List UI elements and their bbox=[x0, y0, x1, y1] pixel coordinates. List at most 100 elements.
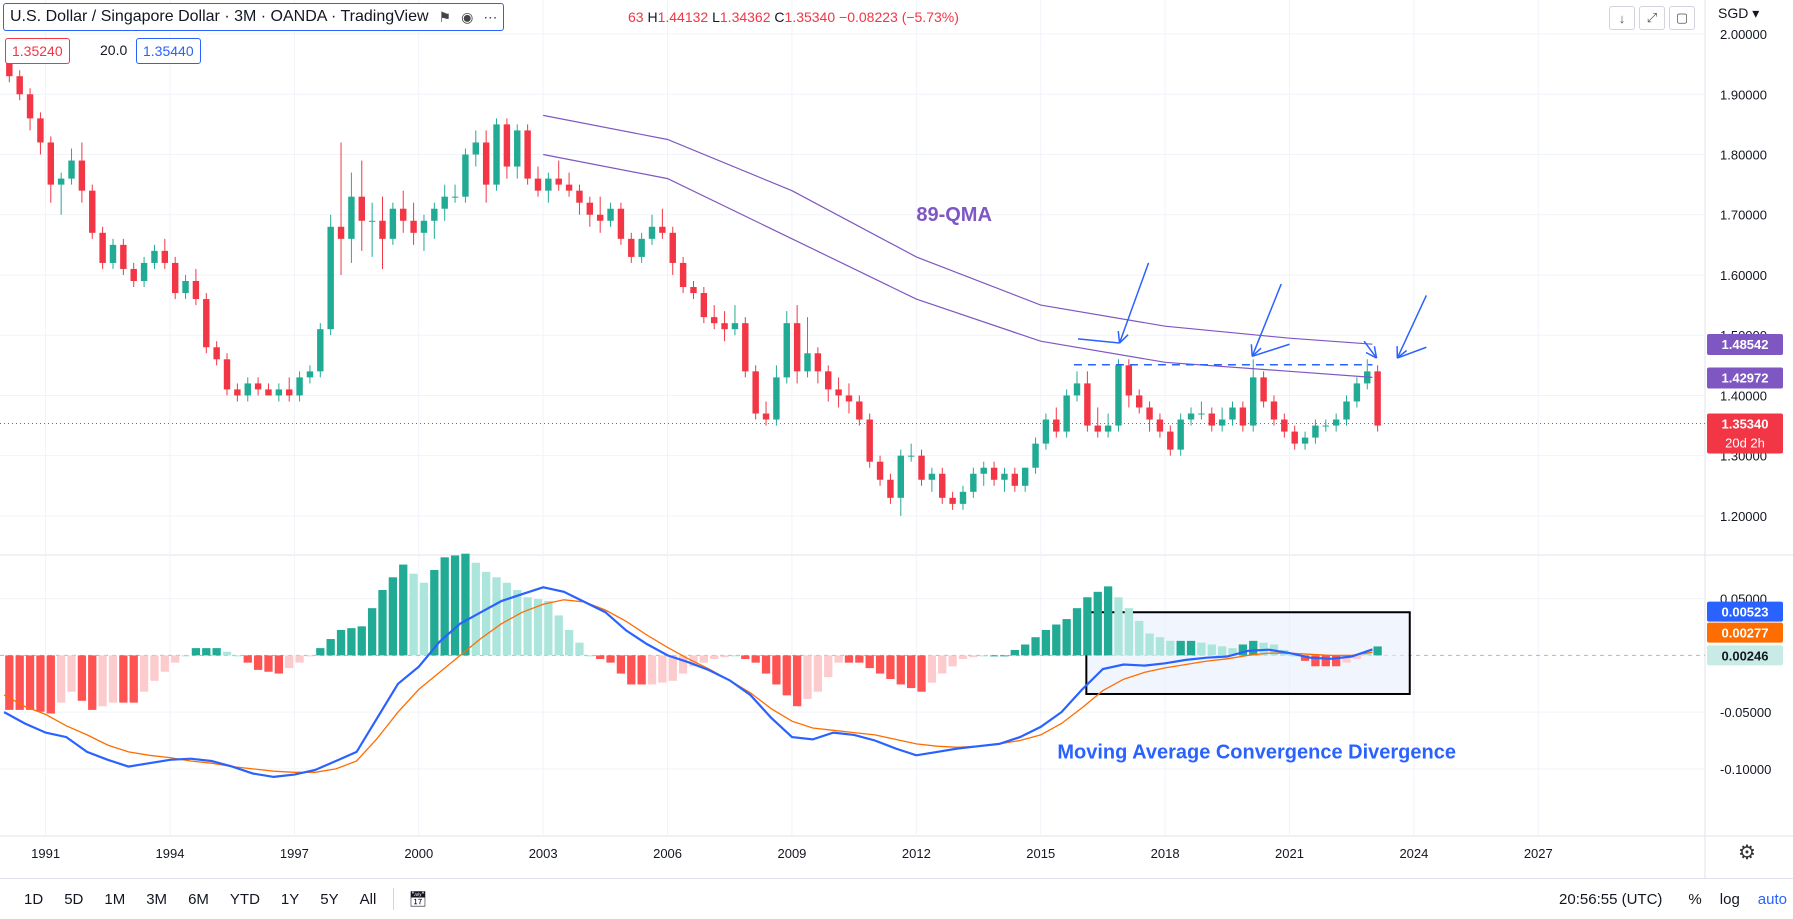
candle-body bbox=[451, 196, 459, 198]
currency-label: SGD bbox=[1718, 5, 1749, 21]
candle-body bbox=[825, 371, 832, 390]
macd-histogram-bar bbox=[1093, 591, 1102, 656]
candle-body bbox=[327, 226, 334, 330]
candle-body bbox=[700, 293, 708, 318]
macd-histogram-bar bbox=[741, 655, 750, 660]
macd-histogram-bar bbox=[1217, 646, 1227, 656]
macd-histogram-bar bbox=[98, 655, 107, 707]
candle-body bbox=[1032, 443, 1039, 468]
candle-body bbox=[804, 353, 811, 372]
candle-body bbox=[1332, 419, 1340, 426]
candle-body bbox=[845, 395, 853, 402]
candle-body bbox=[1073, 383, 1081, 396]
candle-body bbox=[47, 142, 55, 185]
eye-icon[interactable]: ◉ bbox=[461, 8, 474, 25]
macd-histogram-bar bbox=[1083, 597, 1092, 656]
candle-body bbox=[379, 220, 386, 239]
candle-body bbox=[1084, 383, 1091, 426]
macd-histogram-bar bbox=[430, 570, 439, 656]
candle-body bbox=[555, 178, 562, 185]
macd-histogram-bar bbox=[1010, 649, 1019, 656]
clock-time[interactable]: 20:56:55 (UTC) bbox=[1559, 890, 1663, 908]
maximize-icon[interactable]: ⤢ bbox=[1639, 6, 1665, 30]
range-1y[interactable]: 1Y bbox=[280, 890, 300, 908]
macd-histogram-bar bbox=[253, 655, 263, 670]
candle-body bbox=[234, 389, 241, 396]
range-3m[interactable]: 3M bbox=[146, 890, 168, 908]
candle-body bbox=[586, 202, 594, 215]
candle-body bbox=[1218, 419, 1226, 426]
ask-price-button[interactable]: 1.35440 bbox=[136, 38, 201, 64]
candle-body bbox=[679, 262, 687, 288]
range-all[interactable]: All bbox=[359, 890, 377, 908]
candle-body bbox=[959, 491, 967, 504]
macd-histogram-bar bbox=[25, 655, 35, 710]
macd-histogram-bar bbox=[67, 655, 76, 692]
symbol-title-text: U.S. Dollar / Singapore Dollar · 3M · OA… bbox=[10, 8, 429, 25]
macd-histogram-bar bbox=[865, 655, 874, 669]
settings-gear-icon[interactable]: ⚙ bbox=[1738, 842, 1756, 864]
macd-histogram-bar bbox=[948, 655, 957, 667]
time-tick-label: 2006 bbox=[653, 846, 682, 861]
candle-body bbox=[16, 76, 23, 95]
candle-body bbox=[1177, 419, 1184, 450]
macd-value-label-bg bbox=[1707, 622, 1783, 643]
high-value: 1.44132 bbox=[657, 9, 709, 25]
candle-body bbox=[337, 226, 345, 239]
time-tick-label: 2018 bbox=[1151, 846, 1180, 861]
range-5d[interactable]: 5D bbox=[64, 890, 84, 908]
log-toggle[interactable]: log bbox=[1719, 890, 1740, 908]
candle-body bbox=[296, 377, 303, 396]
percent-toggle[interactable]: % bbox=[1688, 890, 1702, 908]
candle-body bbox=[358, 196, 365, 221]
more-icon[interactable]: ⋯ bbox=[483, 8, 498, 25]
macd-histogram-bar bbox=[1207, 644, 1216, 656]
macd-histogram-bar bbox=[46, 655, 55, 714]
range-5y[interactable]: 5Y bbox=[320, 890, 339, 908]
range-1d[interactable]: 1D bbox=[24, 890, 44, 908]
macd-histogram-bar bbox=[1197, 642, 1206, 656]
candle-body bbox=[628, 238, 635, 257]
candle-body bbox=[534, 178, 542, 191]
candle-body bbox=[1229, 407, 1236, 420]
candle-body bbox=[690, 287, 697, 294]
macd-histogram-bar bbox=[492, 577, 501, 656]
candle-body bbox=[441, 196, 448, 209]
candle-body bbox=[876, 461, 884, 480]
macd-histogram-bar bbox=[958, 655, 968, 660]
pane-buttons: ↓ ⤢ ▢ bbox=[1609, 6, 1695, 30]
bid-price-button[interactable]: 1.35240 bbox=[5, 38, 70, 64]
macd-histogram-bar bbox=[564, 629, 574, 656]
candle-body bbox=[431, 208, 438, 221]
candle-body bbox=[1104, 425, 1112, 432]
candle-body bbox=[1208, 413, 1215, 426]
candle-body bbox=[1135, 395, 1143, 408]
grid-lines bbox=[0, 0, 1793, 878]
candle-body bbox=[244, 383, 251, 396]
macd-histogram-bar bbox=[1321, 655, 1330, 667]
arrow-down-icon[interactable]: ↓ bbox=[1609, 6, 1635, 30]
macd-histogram-bar bbox=[440, 557, 449, 656]
restore-icon[interactable]: ▢ bbox=[1669, 6, 1695, 30]
macd-histogram-bar bbox=[409, 573, 418, 656]
range-6m[interactable]: 6M bbox=[188, 890, 209, 908]
candle-body bbox=[223, 359, 231, 390]
range-buttons: 1D 5D 1M 3M 6M YTD 1Y 5Y All 📅︎ bbox=[24, 888, 448, 910]
auto-toggle[interactable]: auto bbox=[1757, 890, 1787, 908]
calendar-icon[interactable]: 📅︎ bbox=[408, 891, 428, 908]
macd-histogram-bar bbox=[896, 655, 905, 685]
candle-body bbox=[1125, 365, 1133, 396]
flag-icon[interactable]: ⚑ bbox=[438, 8, 452, 25]
candle-body bbox=[1270, 401, 1278, 420]
currency-selector[interactable]: SGD ▾ bbox=[1718, 5, 1760, 21]
macd-histogram-bar bbox=[150, 655, 159, 681]
time-tick-label: 2015 bbox=[1026, 846, 1055, 861]
axis-value-label-bg bbox=[1707, 333, 1783, 355]
range-1m[interactable]: 1M bbox=[104, 890, 126, 908]
symbol-title[interactable]: U.S. Dollar / Singapore Dollar · 3M · OA… bbox=[3, 3, 505, 31]
range-ytd[interactable]: YTD bbox=[229, 890, 260, 908]
macd-histogram-bar bbox=[637, 655, 646, 685]
macd-histogram-bar bbox=[1373, 646, 1382, 656]
macd-value-label: 0.00523 bbox=[1722, 605, 1769, 620]
